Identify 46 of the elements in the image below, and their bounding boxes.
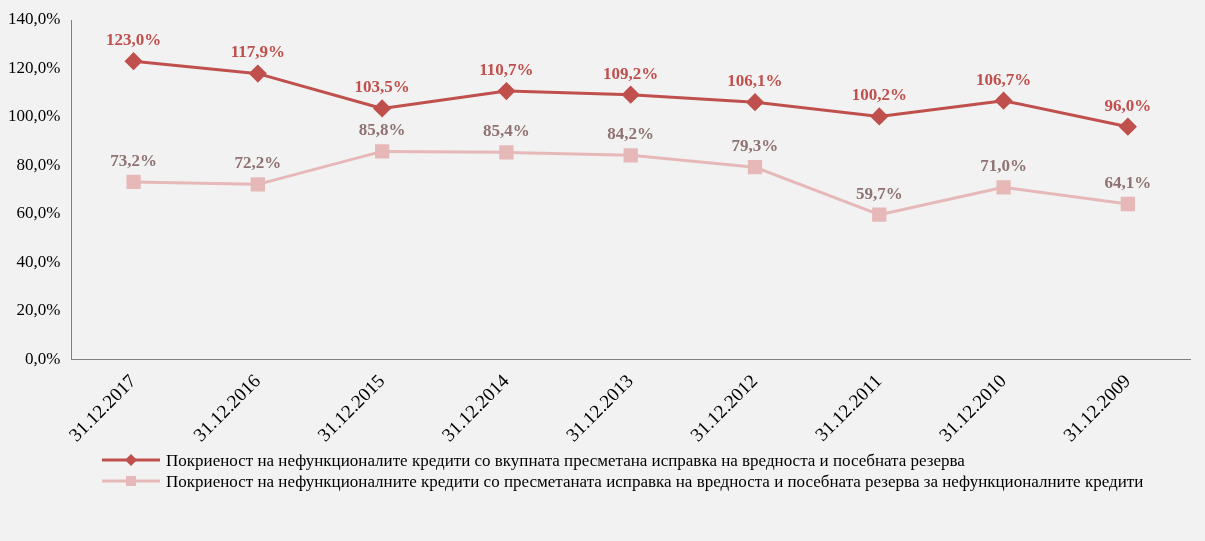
legend-label: Покриеност на нефункционалите кредити со вкупната пресметана исправка на вредноста и посебната резерва	[166, 451, 965, 470]
data-label: 64,1%	[1104, 172, 1152, 192]
y-tick-label: 80,0%	[16, 154, 61, 174]
data-label: 109,2%	[603, 63, 659, 83]
y-tick-label: 60,0%	[16, 203, 61, 223]
data-label: 59,7%	[855, 183, 903, 203]
y-tick-label: 20,0%	[16, 300, 61, 320]
point	[373, 99, 391, 117]
point	[374, 144, 390, 159]
y-tick-label: 140,0%	[7, 9, 61, 29]
point	[623, 148, 638, 163]
point	[250, 177, 265, 192]
data-label: 85,8%	[358, 120, 406, 140]
point	[872, 207, 887, 222]
y-tick-label: 100,0%	[7, 106, 61, 126]
data-label: 103,5%	[354, 77, 410, 97]
data-label: 106,7%	[975, 69, 1032, 89]
y-tick-label: 40,0%	[16, 251, 61, 271]
data-label: 110,7%	[479, 59, 534, 79]
point	[125, 52, 143, 70]
point	[249, 65, 267, 83]
data-label: 117,9%	[230, 42, 285, 62]
data-label: 100,2%	[851, 85, 907, 105]
data-label: 96,0%	[1104, 95, 1152, 115]
data-label: 73,2%	[110, 150, 157, 170]
point	[622, 86, 640, 104]
data-label: 71,0%	[980, 156, 1027, 176]
y-tick-label: 0,0%	[24, 348, 61, 368]
point	[1119, 118, 1137, 136]
point	[870, 107, 888, 125]
point	[996, 180, 1011, 195]
data-label: 72,2%	[234, 153, 282, 173]
point	[746, 93, 764, 111]
data-label: 85,4%	[483, 121, 530, 141]
point	[499, 145, 514, 160]
data-label: 84,2%	[607, 124, 655, 144]
data-label: 123,0%	[105, 30, 162, 50]
point	[1120, 196, 1136, 212]
point	[497, 82, 515, 100]
y-tick-label: 120,0%	[7, 57, 61, 77]
legend-label: Покриеност на нефункционалните кредити со пресметаната исправка на вредноста и посебната резерва за нефункционалните кредити	[166, 472, 1144, 491]
point	[995, 92, 1013, 110]
point	[126, 174, 141, 190]
data-label: 79,3%	[731, 136, 779, 156]
data-label: 106,1%	[727, 71, 783, 91]
point	[747, 160, 763, 175]
